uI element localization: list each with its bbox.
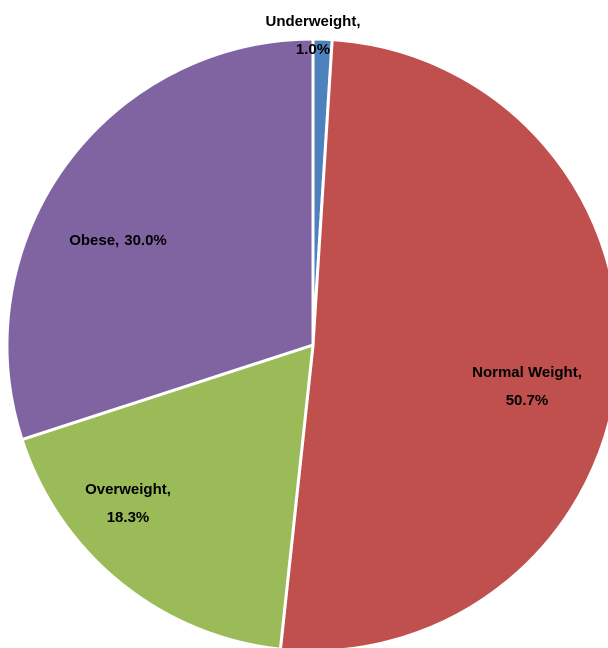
- pie-slice: [20, 342, 315, 648]
- data-label: Normal Weight, 50.7%: [472, 364, 582, 409]
- label-value: 30.0%: [124, 232, 167, 249]
- label-category: Obese,: [69, 232, 119, 249]
- label-category: Normal Weight,: [472, 364, 582, 381]
- pie-slice: [5, 37, 315, 442]
- label-value: 18.3%: [107, 509, 150, 526]
- data-label: Obese, 30.0%: [69, 232, 167, 249]
- label-category: Overweight,: [85, 481, 171, 498]
- data-label: Overweight, 18.3%: [85, 481, 171, 526]
- data-label: Underweight, 1.0%: [265, 13, 360, 58]
- label-category: Underweight,: [265, 13, 360, 30]
- label-value: 50.7%: [506, 392, 549, 409]
- label-value: 1.0%: [296, 41, 330, 58]
- pie-slice: [279, 38, 608, 648]
